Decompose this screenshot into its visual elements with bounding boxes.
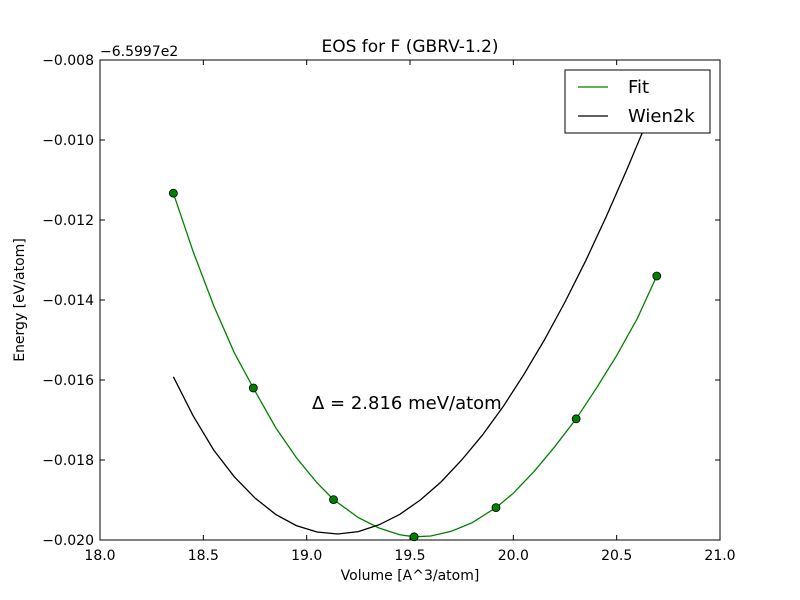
- y-tick-label: −0.010: [42, 133, 94, 149]
- x-axis-label: Volume [A^3/atom]: [341, 568, 480, 584]
- x-tick-label: 18.0: [84, 548, 115, 564]
- data-point: [491, 503, 501, 513]
- data-point: [571, 414, 581, 424]
- x-tick-label: 20.5: [601, 548, 632, 564]
- x-tick-label: 19.0: [291, 548, 322, 564]
- legend-label-wien2k: Wien2k: [628, 106, 695, 127]
- x-tick-label: 18.5: [188, 548, 219, 564]
- y-tick-label: −0.014: [42, 293, 94, 309]
- y-tick-label: −0.008: [42, 53, 94, 69]
- legend-label-fit: Fit: [628, 77, 649, 98]
- legend-box: [564, 69, 711, 134]
- data-point: [329, 495, 338, 505]
- series-layer: [168, 128, 662, 542]
- chart-title: EOS for F (GBRV-1.2): [321, 37, 498, 57]
- series-line-fit: [172, 192, 658, 538]
- y-tick-label: −0.012: [42, 213, 94, 229]
- delta-annotation: Δ = 2.816 meV/atom: [312, 393, 502, 414]
- data-point: [652, 271, 662, 281]
- x-tick-label: 19.5: [394, 548, 425, 564]
- y-tick-label: −0.018: [42, 453, 94, 469]
- y-tick-label: −0.020: [42, 533, 94, 549]
- y-tick-label: −0.016: [42, 373, 94, 389]
- x-tick-label: 20.0: [498, 548, 529, 564]
- y-axis-label: Energy [eV/atom]: [12, 238, 28, 362]
- x-tick-label: 21.0: [704, 548, 735, 564]
- series-line-wien2k: [172, 128, 645, 535]
- data-point: [409, 532, 419, 542]
- y-offset-label: −6.5997e2: [100, 44, 178, 60]
- axis-ticks: 18.0 18.5 19.0 19.5 20.0 20.5 21.0 −0.020 −0.018…: [42, 53, 735, 564]
- legend: Fit Wien2k: [564, 69, 711, 134]
- data-point: [168, 188, 178, 198]
- data-point: [248, 383, 258, 393]
